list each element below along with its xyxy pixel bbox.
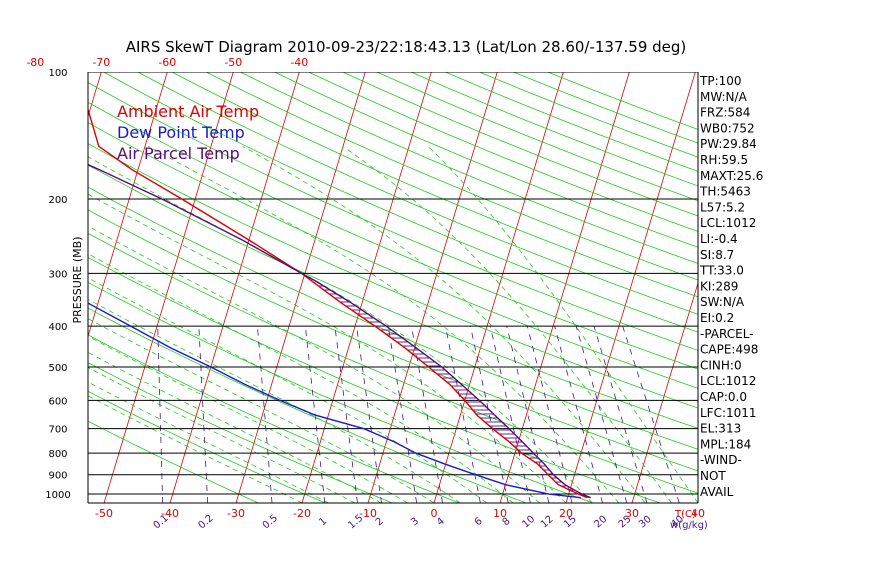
pressure-tick-label: 500 <box>48 363 67 374</box>
legend-ambient: Ambient Air Temp <box>117 102 259 121</box>
stat-line: LI:-0.4 <box>700 232 738 246</box>
stat-line: EI:0.2 <box>700 311 734 325</box>
pressure-tick-label: 200 <box>48 195 67 206</box>
temperature-tick-label: -30 <box>227 507 245 520</box>
pressure-tick-label: 700 <box>48 425 67 436</box>
temperature-tick-label: -50 <box>95 507 113 520</box>
pressure-tick-label: 300 <box>48 269 67 280</box>
dry-adiabat-line <box>206 72 870 503</box>
dry-adiabat-line <box>479 72 870 503</box>
mixing-ratio-line <box>445 326 480 503</box>
top-temperature-tick-label: -40 <box>290 56 308 69</box>
pressure-tick-label: 100 <box>48 68 67 79</box>
stat-line: TH:5463 <box>699 185 751 199</box>
stat-line: MW:N/A <box>700 90 748 104</box>
dry-adiabat-line <box>240 72 870 503</box>
pressure-tick-label: 1000 <box>45 490 70 501</box>
top-temperature-tick-label: -80 <box>26 56 44 69</box>
mixing-ratio-tick-label: 12 <box>539 514 556 531</box>
temperature-tick-label: -20 <box>293 507 311 520</box>
stat-line: WB0:752 <box>700 121 755 135</box>
pressure-tick-label: 600 <box>48 396 67 407</box>
moist-adiabat-lines <box>0 146 698 503</box>
mixing-ratio-tick-label: 4 <box>435 516 447 529</box>
isotherm-line <box>0 72 101 503</box>
dewpoint-line <box>0 72 581 498</box>
moist-adiabat-line <box>0 146 487 503</box>
mixing-ratio-line <box>335 326 358 503</box>
stat-line: MAXT:25.6 <box>700 169 763 183</box>
mixing-ratio-unit-label: w(g/kg) <box>670 520 708 531</box>
stat-line: -WIND- <box>700 453 742 467</box>
legend-parcel: Air Parcel Temp <box>117 144 240 163</box>
stat-line: SW:N/A <box>700 295 745 309</box>
moist-adiabat-line <box>6 146 566 503</box>
stat-line: EL:313 <box>700 422 741 436</box>
stat-line: CINH:0 <box>700 358 742 372</box>
stat-line: LCL:1012 <box>700 216 756 230</box>
pressure-tick-label: 400 <box>48 322 67 333</box>
pressure-tick-label: 900 <box>48 471 67 482</box>
top-temperature-tick-labels: -120-110-100-90-80-70-60-50-40 <box>0 56 308 69</box>
y-axis-label: PRESSURE (MB) <box>71 237 84 324</box>
legend-dewpoint: Dew Point Temp <box>117 123 245 142</box>
pressure-tick-labels: 100 200 300 400 500 600 700 800 900 1000 <box>45 68 70 501</box>
stat-line: TP:100 <box>699 74 742 88</box>
stat-line: CAPE:498 <box>700 343 758 357</box>
dry-adiabat-line <box>172 72 870 503</box>
stat-line: LCL:1012 <box>700 374 756 388</box>
moist-adiabat-line <box>0 146 302 503</box>
stat-line: -PARCEL- <box>700 327 754 341</box>
mixing-ratio-tick-label: 0.2 <box>196 513 215 532</box>
stat-line: MPL:184 <box>700 437 751 451</box>
top-temperature-tick-label: -60 <box>158 56 176 69</box>
stat-line: PW:29.84 <box>700 137 757 151</box>
moist-adiabat-line <box>428 146 698 503</box>
stat-line: KI:289 <box>700 279 738 293</box>
mixing-ratio-line <box>555 326 603 503</box>
stat-line: AVAIL <box>700 485 734 499</box>
mixing-ratio-tick-label: 1 <box>317 516 329 529</box>
pressure-tick-label: 800 <box>48 449 67 460</box>
mixing-ratio-tick-label: 3 <box>409 516 421 529</box>
moist-adiabat-line <box>343 146 672 503</box>
mixing-ratio-line <box>158 326 163 503</box>
mixing-ratio-line <box>576 326 627 503</box>
mixing-ratio-tick-label: 2 <box>374 516 386 529</box>
top-temperature-tick-label: -50 <box>224 56 242 69</box>
mixing-ratio-tick-label: 8 <box>501 516 513 529</box>
stat-line: SI:8.7 <box>700 248 734 262</box>
stat-line: FRZ:584 <box>700 106 750 120</box>
isotherm-line <box>764 72 870 503</box>
mixing-ratio-line <box>490 326 530 503</box>
stat-line: L57:5.2 <box>700 200 745 214</box>
stat-line: LFC:1011 <box>700 406 757 420</box>
mixing-ratio-line <box>594 326 647 503</box>
moist-adiabat-line <box>243 146 646 503</box>
moist-adiabat-line <box>0 146 513 503</box>
mixing-ratio-tick-label: 30 <box>637 514 654 531</box>
stat-line: CAP:0.0 <box>700 390 747 404</box>
mixing-ratio-tick-label: 10 <box>520 514 537 531</box>
mixing-ratio-tick-label: 0.5 <box>261 513 280 532</box>
temp-unit-label: T(C) <box>674 509 696 520</box>
isotherm-line <box>236 72 365 503</box>
mixing-ratio-tick-label: 20 <box>593 514 610 531</box>
dry-adiabat-line <box>0 72 660 503</box>
stat-line: NOT <box>700 469 726 483</box>
stat-line: RH:59.5 <box>700 153 748 167</box>
legend: Ambient Air Temp Dew Point Temp Air Parc… <box>117 102 259 163</box>
top-temperature-tick-label: -70 <box>92 56 110 69</box>
chart-title: AIRS SkewT Diagram 2010-09-23/22:18:43.1… <box>126 38 687 56</box>
isotherm-line <box>566 72 695 503</box>
dry-adiabat-line <box>309 72 870 503</box>
isotherm-line <box>0 72 35 503</box>
stat-line: TT:33.0 <box>699 264 744 278</box>
mixing-ratio-tick-label: 6 <box>473 516 485 529</box>
